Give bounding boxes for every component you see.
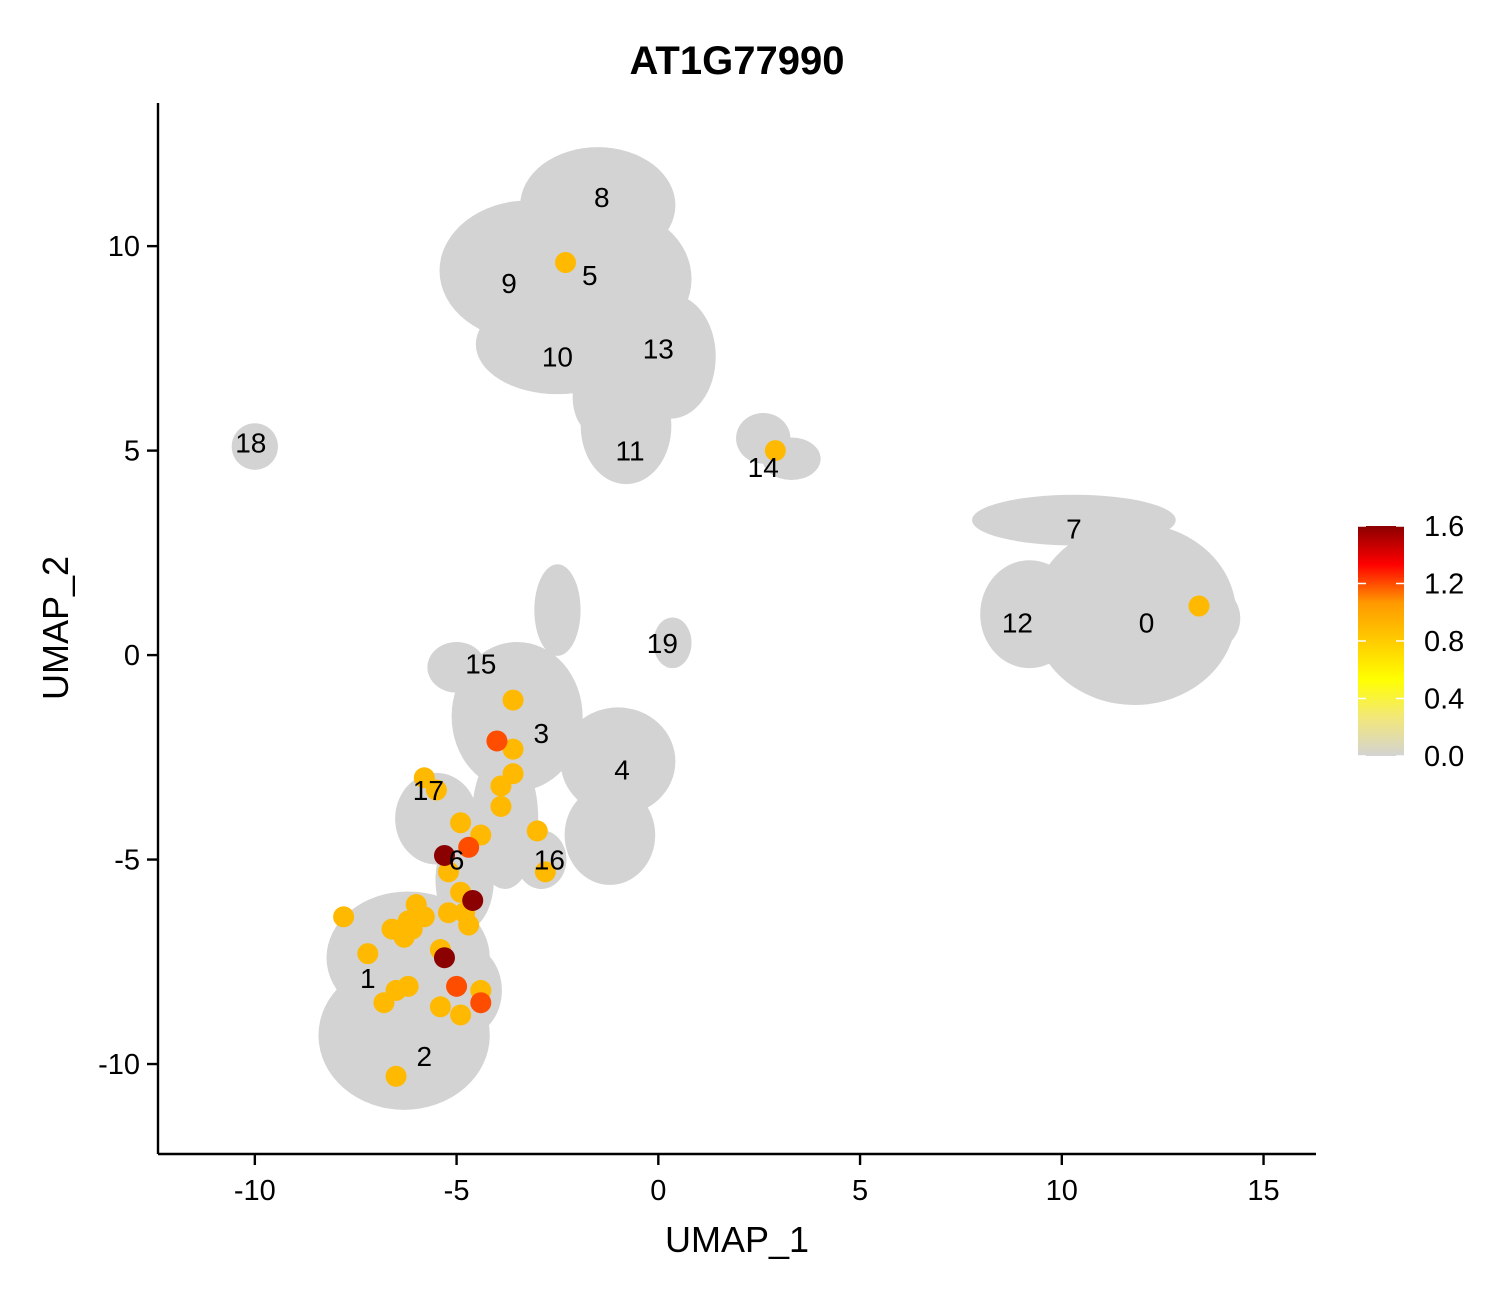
expressing-cell-point [462, 889, 484, 911]
cluster-label-13: 13 [643, 333, 674, 364]
cell-cloud-blob [972, 494, 1176, 546]
cell-cloud-blob [451, 641, 583, 791]
cell-cloud-upper [439, 147, 716, 485]
cluster-label-7: 7 [1066, 513, 1082, 544]
cluster-label-4: 4 [614, 755, 630, 786]
y-axis-label: UMAP_2 [35, 556, 76, 700]
expressing-cell-point [555, 251, 577, 273]
legend-tick-label: 1.6 [1424, 511, 1464, 543]
cluster-label-10: 10 [542, 342, 573, 373]
cluster-label-14: 14 [748, 452, 779, 483]
x-tick-label: 15 [1247, 1175, 1279, 1207]
cell-cloud-cluster-18 [231, 423, 278, 470]
chart-title: AT1G77990 [630, 39, 845, 83]
expressing-cell-point [1188, 595, 1210, 617]
expressing-cell-point [502, 689, 524, 711]
cluster-label-2: 2 [417, 1041, 433, 1072]
background-cells [231, 147, 1241, 1110]
cluster-label-3: 3 [534, 718, 550, 749]
y-tick-label: -10 [98, 1049, 140, 1081]
cell-cloud-blob [980, 560, 1079, 669]
legend-tick-label: 0.8 [1424, 626, 1464, 658]
expressing-cell-point [433, 844, 455, 866]
expressing-cell-point [486, 730, 508, 752]
expressing-cell-point [425, 779, 447, 801]
cluster-label-5: 5 [582, 260, 598, 291]
expressing-cell-point [526, 820, 548, 842]
cluster-label-6: 6 [449, 845, 465, 876]
cluster-label-1: 1 [360, 963, 376, 994]
cell-cloud-lower [318, 564, 676, 1110]
expressing-cell-point [446, 975, 468, 997]
y-ticks: -10 -5 0 5 10 [98, 231, 158, 1081]
cell-cloud-cluster-19 [653, 617, 692, 669]
expressing-cell-point [357, 943, 379, 965]
x-tick-label: 0 [650, 1175, 666, 1207]
expressing-cell-point [490, 775, 512, 797]
x-ticks: -10 -5 0 5 10 15 [234, 1154, 1280, 1207]
x-tick-label: 10 [1046, 1175, 1078, 1207]
cell-cloud-blob [653, 617, 692, 669]
expressing-cell-point [458, 914, 480, 936]
expressing-cell-point [764, 440, 786, 462]
expressing-cell-point [385, 1065, 407, 1087]
x-axis-label: UMAP_1 [665, 1219, 809, 1260]
cluster-label-8: 8 [594, 182, 610, 213]
cell-cloud-blob [1032, 523, 1237, 705]
cell-cloud-blob [1173, 584, 1241, 652]
cell-cloud-blob [534, 564, 581, 656]
cluster-label-11: 11 [616, 436, 645, 467]
expressing-cell-point [458, 836, 480, 858]
expressing-cell-point [438, 902, 460, 924]
cell-cloud-right [972, 494, 1241, 705]
cell-cloud-blob [564, 785, 656, 885]
cell-cloud-blob [560, 707, 676, 816]
y-tick-label: 5 [124, 436, 140, 468]
expressing-cell-point [401, 918, 423, 940]
legend-tick-label: 1.2 [1424, 569, 1464, 601]
expressing-cells [333, 251, 1210, 1087]
cluster-label-0: 0 [1139, 607, 1155, 638]
cluster-label-12: 12 [1002, 607, 1033, 638]
expressing-cell-point [429, 996, 451, 1018]
cluster-label-18: 18 [235, 427, 266, 458]
color-legend: 0.0 0.4 0.8 1.2 1.6 [1358, 511, 1464, 773]
cluster-label-16: 16 [534, 845, 565, 876]
cell-cloud-blob [231, 423, 278, 470]
cluster-label-19: 19 [647, 628, 678, 659]
expressing-cell-point [470, 992, 492, 1014]
expressing-cell-point [450, 812, 472, 834]
cluster-label-17: 17 [413, 775, 444, 806]
legend-tick-label: 0.4 [1424, 684, 1464, 716]
x-tick-label: -10 [234, 1175, 276, 1207]
y-tick-label: -5 [114, 845, 140, 877]
expressing-cell-point [373, 992, 395, 1014]
legend-tick-label: 0.0 [1424, 741, 1464, 773]
legend-ticks: 0.0 0.4 0.8 1.2 1.6 [1358, 511, 1464, 773]
expressing-cell-point [433, 947, 455, 969]
y-tick-label: 0 [124, 640, 140, 672]
expressing-cell-point [333, 906, 355, 928]
expressing-cell-point [450, 1004, 472, 1026]
y-tick-label: 10 [108, 231, 140, 263]
expressing-cell-point [502, 738, 524, 760]
x-tick-label: 5 [852, 1175, 868, 1207]
x-tick-label: -5 [444, 1175, 470, 1207]
cluster-label-15: 15 [465, 648, 496, 679]
cell-cloud-blob [427, 641, 486, 693]
expressing-cell-point [438, 861, 460, 883]
cell-cloud-blob [572, 359, 623, 436]
expressing-cell-point [490, 795, 512, 817]
expressing-cell-point [534, 861, 556, 883]
cluster-label-9: 9 [501, 268, 517, 299]
